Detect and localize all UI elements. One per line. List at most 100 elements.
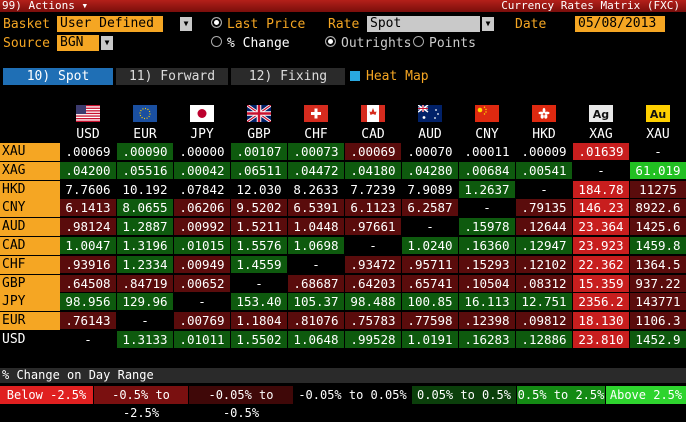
rate-cell[interactable]: 1.5502 bbox=[231, 331, 288, 349]
rate-cell[interactable]: .10504 bbox=[459, 274, 516, 293]
rate-cell[interactable]: .12398 bbox=[459, 312, 516, 331]
rate-cell[interactable]: 1.3196 bbox=[117, 237, 174, 255]
rate-cell[interactable]: 1.5211 bbox=[231, 218, 288, 237]
rate-cell[interactable]: - bbox=[573, 161, 630, 180]
tab-spot[interactable]: 10) Spot bbox=[3, 68, 113, 85]
rate-cell[interactable]: 1.0698 bbox=[288, 237, 345, 255]
rate-cell[interactable]: 23.364 bbox=[573, 218, 630, 237]
rate-cell[interactable]: 61.019 bbox=[630, 161, 686, 180]
rate-cell[interactable]: .00769 bbox=[174, 312, 231, 331]
rate-cell[interactable]: 1106.3 bbox=[630, 312, 686, 331]
rate-cell[interactable]: .00069 bbox=[60, 143, 117, 161]
basket-dropdown-arrow-icon[interactable]: ▼ bbox=[180, 17, 192, 31]
rate-cell[interactable]: 98.956 bbox=[60, 293, 117, 312]
rate-cell[interactable]: 23.810 bbox=[573, 331, 630, 349]
rate-cell[interactable]: 12.030 bbox=[231, 180, 288, 199]
rate-cell[interactable]: .15293 bbox=[459, 255, 516, 274]
rate-cell[interactable]: .00684 bbox=[459, 161, 516, 180]
rate-cell[interactable]: - bbox=[174, 293, 231, 312]
column-header-gbp[interactable]: GBP bbox=[231, 88, 287, 143]
rate-cell[interactable]: 153.40 bbox=[231, 293, 288, 312]
rate-cell[interactable]: 1.5576 bbox=[231, 237, 288, 255]
source-dropdown-arrow-icon[interactable]: ▼ bbox=[101, 36, 113, 50]
rate-cell[interactable]: 22.362 bbox=[573, 255, 630, 274]
rate-cell[interactable]: 6.5391 bbox=[288, 199, 345, 218]
rate-cell[interactable]: .04280 bbox=[402, 161, 459, 180]
rate-cell[interactable]: .00652 bbox=[174, 274, 231, 293]
rate-cell[interactable]: 98.488 bbox=[345, 293, 402, 312]
rate-cell[interactable]: .05516 bbox=[117, 161, 174, 180]
rate-cell[interactable]: 15.359 bbox=[573, 274, 630, 293]
heat-map-toggle[interactable]: Heat Map bbox=[350, 68, 429, 85]
rate-dropdown-arrow-icon[interactable]: ▼ bbox=[482, 17, 494, 31]
rate-cell[interactable]: 1425.6 bbox=[630, 218, 686, 237]
rate-cell[interactable]: 129.96 bbox=[117, 293, 174, 312]
rate-cell[interactable]: .76143 bbox=[60, 312, 117, 331]
rate-cell[interactable]: 12.751 bbox=[516, 293, 573, 312]
rate-cell[interactable]: 6.2587 bbox=[402, 199, 459, 218]
rate-cell[interactable]: .12644 bbox=[516, 218, 573, 237]
rate-cell[interactable]: .00107 bbox=[231, 143, 288, 161]
pct-change-radio[interactable]: % Change bbox=[211, 35, 290, 52]
actions-menu[interactable]: 99) Actions ▾ bbox=[2, 0, 89, 12]
column-header-jpy[interactable]: JPY bbox=[174, 88, 230, 143]
rate-cell[interactable]: 8922.6 bbox=[630, 199, 686, 218]
rate-cell[interactable]: .01011 bbox=[174, 331, 231, 349]
column-header-chf[interactable]: CHF bbox=[288, 88, 344, 143]
rate-cell[interactable]: .81076 bbox=[288, 312, 345, 331]
rate-cell[interactable]: 6.1413 bbox=[60, 199, 117, 218]
rate-cell[interactable]: .00000 bbox=[174, 143, 231, 161]
rate-cell[interactable]: 1452.9 bbox=[630, 331, 686, 349]
rate-cell[interactable]: 16.113 bbox=[459, 293, 516, 312]
rate-cell[interactable]: .04200 bbox=[60, 161, 117, 180]
rate-cell[interactable]: .12102 bbox=[516, 255, 573, 274]
last-price-radio[interactable]: Last Price bbox=[211, 16, 305, 33]
rate-cell[interactable]: .01639 bbox=[573, 143, 630, 161]
rate-cell[interactable]: .98124 bbox=[60, 218, 117, 237]
rate-cell[interactable]: 1.3133 bbox=[117, 331, 174, 349]
rate-cell[interactable]: 1.0047 bbox=[60, 237, 117, 255]
rate-cell[interactable]: .06511 bbox=[231, 161, 288, 180]
column-header-xau[interactable]: Au XAU bbox=[630, 88, 686, 143]
rate-cell[interactable]: .08312 bbox=[516, 274, 573, 293]
rate-cell[interactable]: .97661 bbox=[345, 218, 402, 237]
rate-cell[interactable]: 184.78 bbox=[573, 180, 630, 199]
rate-cell[interactable]: - bbox=[231, 274, 288, 293]
rate-cell[interactable]: 7.7606 bbox=[60, 180, 117, 199]
rate-cell[interactable]: 1459.8 bbox=[630, 237, 686, 255]
rate-cell[interactable]: - bbox=[288, 255, 345, 274]
rate-cell[interactable]: .93472 bbox=[345, 255, 402, 274]
rate-cell[interactable]: - bbox=[516, 180, 573, 199]
rate-cell[interactable]: 2356.2 bbox=[573, 293, 630, 312]
rate-cell[interactable]: .00541 bbox=[516, 161, 573, 180]
rate-cell[interactable]: 1.0191 bbox=[402, 331, 459, 349]
rate-cell[interactable]: 10.192 bbox=[117, 180, 174, 199]
rate-cell[interactable]: .00992 bbox=[174, 218, 231, 237]
rate-cell[interactable]: .93916 bbox=[60, 255, 117, 274]
rate-cell[interactable]: .16360 bbox=[459, 237, 516, 255]
rate-cell[interactable]: .64203 bbox=[345, 274, 402, 293]
rate-cell[interactable]: .75783 bbox=[345, 312, 402, 331]
rate-cell[interactable]: .00069 bbox=[345, 143, 402, 161]
rate-cell[interactable]: .06206 bbox=[174, 199, 231, 218]
row-header-chf[interactable]: CHF bbox=[0, 255, 60, 274]
rate-cell[interactable]: .15978 bbox=[459, 218, 516, 237]
column-header-cad[interactable]: CAD bbox=[345, 88, 401, 143]
rate-cell[interactable]: 146.23 bbox=[573, 199, 630, 218]
rate-cell[interactable]: 23.923 bbox=[573, 237, 630, 255]
rate-cell[interactable]: .00073 bbox=[288, 143, 345, 161]
rate-cell[interactable]: - bbox=[117, 312, 174, 331]
row-header-usd[interactable]: USD bbox=[0, 331, 60, 349]
rate-cell[interactable]: .68687 bbox=[288, 274, 345, 293]
rate-cell[interactable]: 1.2887 bbox=[117, 218, 174, 237]
rate-cell[interactable]: - bbox=[60, 331, 117, 349]
rate-cell[interactable]: 8.2633 bbox=[288, 180, 345, 199]
rate-cell[interactable]: 7.7239 bbox=[345, 180, 402, 199]
rate-cell[interactable]: .01015 bbox=[174, 237, 231, 255]
basket-dropdown[interactable]: User Defined bbox=[57, 16, 163, 32]
rate-cell[interactable]: 7.9089 bbox=[402, 180, 459, 199]
rate-cell[interactable]: .00011 bbox=[459, 143, 516, 161]
rate-cell[interactable]: .00042 bbox=[174, 161, 231, 180]
rate-cell[interactable]: - bbox=[402, 218, 459, 237]
row-header-aud[interactable]: AUD bbox=[0, 218, 60, 237]
